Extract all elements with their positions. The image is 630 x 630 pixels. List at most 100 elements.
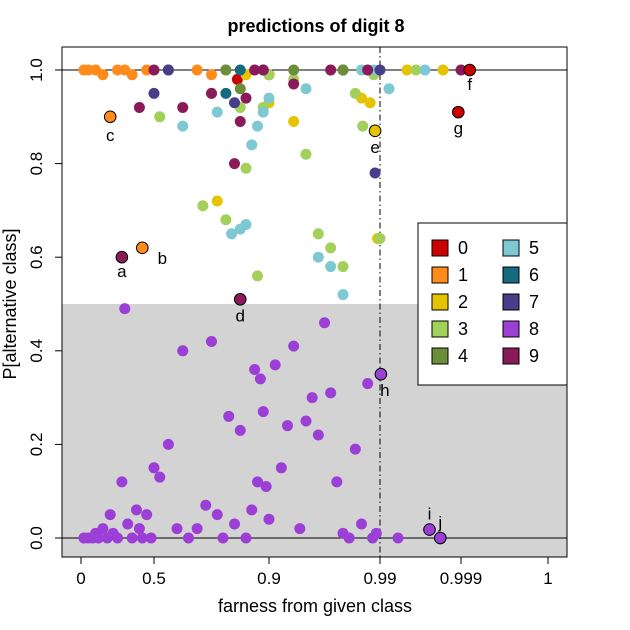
data-point-7 [162,64,174,76]
data-point-3 [312,228,324,240]
x-tick-label: 0.5 [142,569,166,588]
data-point-8 [343,532,355,544]
legend-swatch-7 [502,293,520,311]
data-point-3 [349,87,361,99]
data-point-3 [154,111,166,123]
data-point-8 [240,532,252,544]
data-point-8 [288,340,300,352]
data-point-8 [141,509,153,521]
data-point-0 [231,73,243,85]
highlighted-point [115,250,129,264]
legend-label-1: 1 [458,265,468,285]
data-point-6 [234,64,246,76]
data-point-9 [288,78,300,90]
y-tick-label: 1.0 [27,58,46,82]
y-tick-label: 0.4 [27,339,46,363]
data-point-8 [229,518,240,530]
data-point-3 [374,232,386,244]
data-point-8 [119,303,131,315]
data-point-8 [260,481,272,493]
data-point-8 [112,532,123,544]
data-point-8 [133,523,145,535]
legend-swatch-6 [502,266,520,284]
legend-swatch-4 [431,347,449,365]
y-tick-label: 0.0 [27,526,46,550]
data-point-8 [154,471,166,483]
data-point-3 [240,162,252,174]
data-point-5 [246,139,258,151]
data-point-6 [220,87,232,99]
data-point-5 [252,120,263,132]
data-point-5 [211,106,223,118]
data-point-5 [300,83,312,95]
data-point-7 [229,97,240,109]
point-label-j: j [437,513,442,532]
point-label-g: g [454,119,463,138]
data-point-9 [362,64,374,76]
data-point-8 [362,378,374,390]
data-point-2 [437,64,449,76]
highlighted-point [423,523,436,536]
data-point-8 [312,429,324,441]
data-point-7 [148,87,160,99]
data-point-1 [126,69,138,81]
data-point-8 [177,345,189,357]
data-point-3 [252,270,263,282]
data-point-3 [357,120,369,132]
data-point-5 [337,289,349,301]
data-point-8 [356,518,367,530]
data-point-8 [331,476,343,488]
data-point-9 [148,64,160,76]
point-label-c: c [106,126,115,145]
legend-swatch-2 [431,293,449,311]
data-point-3 [197,200,209,212]
legend-label-2: 2 [458,292,468,312]
legend-label-5: 5 [529,238,539,258]
highlighted-point [463,63,477,77]
data-point-9 [133,101,145,113]
data-point-8 [191,523,203,535]
data-point-8 [300,415,312,427]
point-label-i: i [428,505,432,524]
data-point-8 [217,532,229,544]
data-point-4 [234,83,246,95]
highlighted-point [374,367,388,381]
x-tick-label: 0.99 [363,569,396,588]
chart-title: predictions of digit 8 [227,16,404,36]
legend-label-7: 7 [529,292,539,312]
legend-label-6: 6 [529,265,539,285]
data-point-9 [229,158,240,170]
data-point-8 [294,523,306,535]
data-point-9 [325,64,337,76]
legend-swatch-0 [431,239,449,257]
data-point-8 [249,364,261,376]
data-point-5 [325,261,337,273]
x-tick-label: 0 [76,569,85,588]
data-point-9 [455,64,467,76]
highlighted-point [452,105,465,119]
data-point-7 [374,64,386,76]
point-label-b: b [158,249,167,268]
point-label-d: d [236,306,245,325]
data-point-3 [410,64,422,76]
data-point-9 [206,87,217,99]
legend-swatch-5 [502,239,520,257]
y-tick-label: 0.6 [27,245,46,269]
data-point-8 [97,523,109,535]
data-point-8 [206,335,217,347]
data-point-5 [226,228,238,240]
y-axis-label: P[alternative class] [0,228,20,379]
data-point-8 [104,509,116,521]
highlighted-point [368,124,382,138]
data-point-8 [116,476,128,488]
data-point-9 [177,101,189,113]
data-point-5 [177,120,189,132]
data-point-8 [269,359,281,371]
data-point-8 [252,476,263,488]
data-point-7 [369,167,381,179]
data-point-8 [392,532,404,544]
legend-label-8: 8 [529,319,539,339]
data-point-8 [370,527,382,539]
highlighted-point [434,531,447,545]
